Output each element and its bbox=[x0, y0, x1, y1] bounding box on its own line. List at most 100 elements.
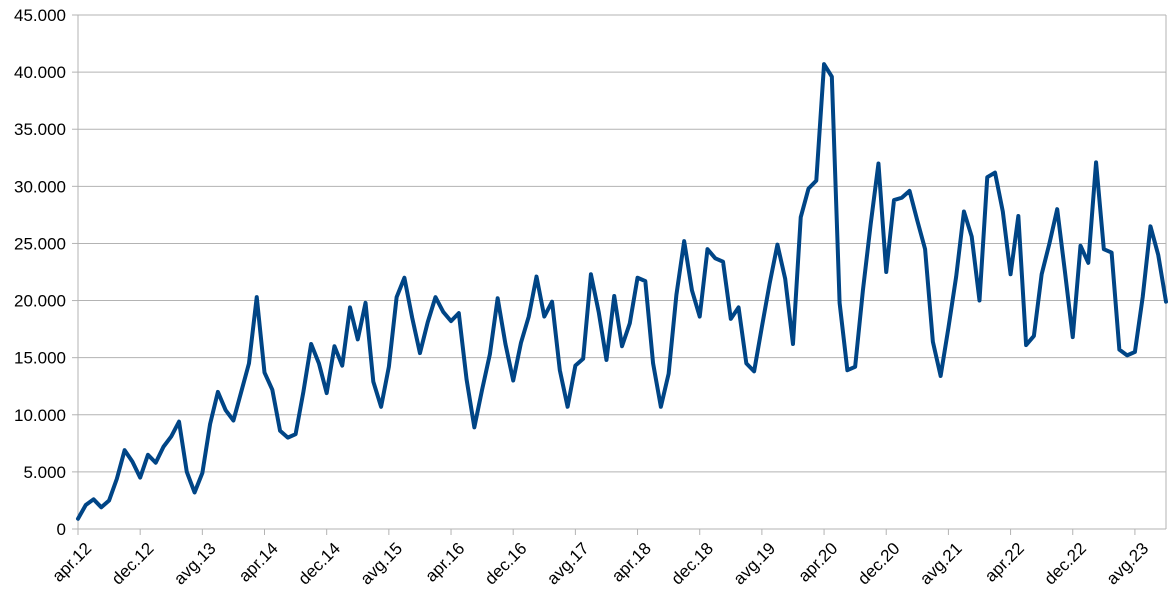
data-point bbox=[519, 341, 523, 345]
data-point bbox=[1016, 214, 1020, 218]
data-point bbox=[1032, 334, 1036, 338]
data-point bbox=[410, 316, 414, 320]
data-point bbox=[123, 448, 127, 452]
x-tick-label: apr.20 bbox=[795, 539, 842, 586]
data-point bbox=[939, 374, 943, 378]
data-point bbox=[604, 358, 608, 362]
gridlines bbox=[78, 14, 1166, 473]
data-point bbox=[146, 453, 150, 457]
data-point bbox=[317, 361, 321, 365]
data-point bbox=[426, 320, 430, 324]
data-point bbox=[713, 256, 717, 260]
data-point bbox=[807, 187, 811, 191]
data-point bbox=[185, 470, 189, 474]
data-point bbox=[332, 344, 336, 348]
data-point bbox=[76, 517, 80, 521]
y-tick-label: 25.000 bbox=[14, 234, 66, 253]
data-point bbox=[768, 281, 772, 285]
data-point bbox=[294, 432, 298, 436]
x-tick-label: apr.18 bbox=[608, 539, 655, 586]
data-point bbox=[449, 319, 453, 323]
data-point bbox=[115, 477, 119, 481]
x-tick-label: dec.20 bbox=[854, 539, 904, 589]
data-point bbox=[348, 305, 352, 309]
data-point bbox=[659, 405, 663, 409]
data-point bbox=[1086, 261, 1090, 265]
data-point bbox=[682, 239, 686, 243]
data-point bbox=[457, 311, 461, 315]
data-point bbox=[535, 275, 539, 279]
data-point bbox=[674, 293, 678, 297]
data-point bbox=[760, 325, 764, 329]
data-point bbox=[480, 388, 484, 392]
data-point bbox=[154, 461, 158, 465]
data-point bbox=[364, 301, 368, 305]
data-point bbox=[340, 364, 344, 368]
data-point bbox=[356, 337, 360, 341]
data-point bbox=[1024, 343, 1028, 347]
data-point bbox=[309, 342, 313, 346]
data-point bbox=[1156, 253, 1160, 257]
x-tick-label: apr.22 bbox=[981, 539, 1028, 586]
data-point bbox=[92, 497, 96, 501]
data-point bbox=[488, 352, 492, 356]
data-point bbox=[970, 235, 974, 239]
x-tick-label: avg.17 bbox=[543, 539, 593, 589]
axes bbox=[72, 14, 1167, 535]
data-point bbox=[791, 342, 795, 346]
y-tick-label: 15.000 bbox=[14, 349, 66, 368]
data-point bbox=[1040, 272, 1044, 276]
series-layer bbox=[76, 62, 1168, 521]
data-point bbox=[387, 365, 391, 369]
y-tick-label: 40.000 bbox=[14, 63, 66, 82]
data-point bbox=[931, 340, 935, 344]
data-point bbox=[371, 380, 375, 384]
data-point bbox=[395, 295, 399, 299]
data-point bbox=[503, 342, 507, 346]
y-tick-label: 10.000 bbox=[14, 406, 66, 425]
data-point bbox=[84, 503, 88, 507]
data-point bbox=[954, 275, 958, 279]
data-point bbox=[1110, 251, 1114, 255]
data-point bbox=[1148, 224, 1152, 228]
data-point bbox=[208, 422, 212, 426]
data-point bbox=[573, 364, 577, 368]
data-point bbox=[589, 272, 593, 276]
data-point bbox=[1133, 350, 1137, 354]
data-point bbox=[620, 344, 624, 348]
data-point bbox=[1117, 348, 1121, 352]
data-point bbox=[1001, 209, 1005, 213]
data-point bbox=[876, 161, 880, 165]
data-point bbox=[138, 476, 142, 480]
data-point bbox=[193, 490, 197, 494]
data-point bbox=[1063, 270, 1067, 274]
data-point bbox=[690, 288, 694, 292]
x-tick-label: dec.12 bbox=[108, 539, 158, 589]
x-tick-label: avg.21 bbox=[916, 539, 966, 589]
data-point bbox=[270, 388, 274, 392]
data-point bbox=[729, 317, 733, 321]
x-tick-label: avg.15 bbox=[357, 539, 407, 589]
x-axis-tick-labels: apr.12 dec.12 avg.13 apr.14 dec.14 avg.15 apr.… bbox=[48, 539, 1152, 589]
data-point bbox=[845, 368, 849, 372]
x-tick-label: apr.12 bbox=[48, 539, 95, 586]
data-point bbox=[775, 243, 779, 247]
data-point bbox=[433, 295, 437, 299]
y-tick-label: 30.000 bbox=[14, 177, 66, 196]
data-point bbox=[1094, 160, 1098, 164]
data-point bbox=[884, 270, 888, 274]
x-tick-label: dec.14 bbox=[294, 539, 344, 589]
data-point bbox=[278, 429, 282, 433]
data-point bbox=[752, 369, 756, 373]
y-tick-label: 0 bbox=[57, 520, 66, 539]
data-point bbox=[993, 171, 997, 175]
data-point bbox=[169, 434, 173, 438]
data-point bbox=[99, 505, 103, 509]
data-point bbox=[946, 326, 950, 330]
data-point bbox=[224, 408, 228, 412]
x-tick-label: dec.16 bbox=[481, 539, 531, 589]
data-point bbox=[231, 418, 235, 422]
data-point bbox=[402, 276, 406, 280]
